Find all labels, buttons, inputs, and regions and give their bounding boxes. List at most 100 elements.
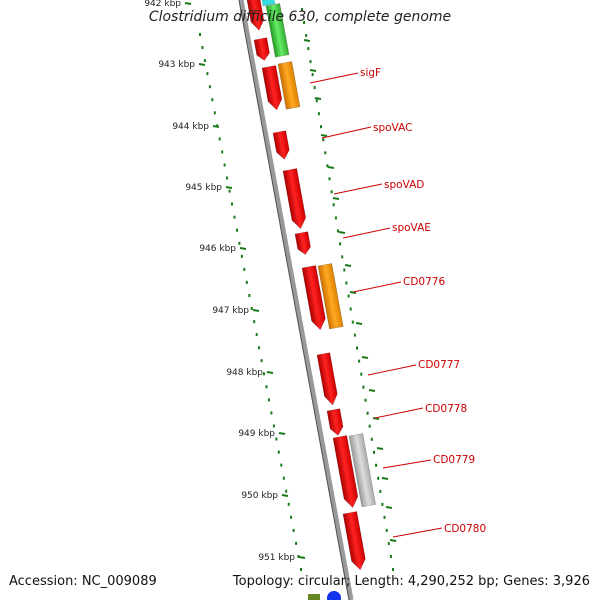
- cds-feature-spoVAD[interactable]: [282, 168, 308, 230]
- ruler-dot-outer: [351, 320, 354, 324]
- cds-feature-olive[interactable]: [308, 594, 320, 600]
- ruler-dot-inner: [203, 59, 206, 63]
- ruler-dot-inner: [275, 437, 278, 441]
- ruler-dot-inner: [245, 280, 248, 284]
- ruler-dot-inner: [231, 202, 233, 206]
- cds-feature-CD0778[interactable]: [326, 408, 344, 437]
- gene-label-lines: [309, 72, 443, 538]
- ruler-label: 949 kbp: [238, 429, 275, 439]
- ruler-tick-outer: [349, 291, 357, 294]
- cds-feature-orange[interactable]: [317, 263, 344, 330]
- gene-label-connector: [382, 459, 432, 469]
- ruler-tick: [212, 125, 220, 128]
- cds-feature-orange[interactable]: [277, 61, 301, 110]
- ruler-dot-outer: [343, 268, 346, 272]
- ruler-tick: [298, 556, 306, 559]
- cds-feature-spoVAC[interactable]: [272, 130, 291, 161]
- ruler-dot-outer: [315, 99, 318, 103]
- ruler-dot-outer: [389, 555, 392, 558]
- gene-label-spoVAD[interactable]: spoVAD: [384, 179, 424, 191]
- ruler-dot-outer: [337, 229, 339, 233]
- gene-label-connector: [374, 407, 424, 419]
- ruler-dot-inner: [263, 372, 265, 376]
- cds-feature[interactable]: [246, 0, 266, 31]
- ruler-dot-inner: [208, 85, 211, 89]
- ruler-dot-inner: [221, 150, 224, 154]
- cds-feature-green[interactable]: [265, 3, 290, 58]
- cds-feature-gray[interactable]: [348, 433, 376, 508]
- cds-feature-CD0779[interactable]: [332, 435, 360, 509]
- cds-feature-CD0780[interactable]: [342, 511, 367, 571]
- ruler-dot-inner: [253, 320, 256, 324]
- gene-label-connector: [321, 126, 372, 139]
- ruler-dot-outer: [301, 8, 303, 11]
- cds-feature-blue[interactable]: [327, 591, 341, 600]
- ruler-dot-outer: [317, 112, 320, 116]
- ruler-dot-inner: [277, 450, 280, 454]
- ruler-label: 946 kbp: [199, 244, 236, 254]
- ruler-dot-inner: [270, 411, 273, 415]
- ruler-label: 947 kbp: [212, 306, 249, 316]
- gene-label-connector: [367, 364, 417, 376]
- ruler-label: 942 kbp: [144, 0, 181, 9]
- gene-label-CD0780[interactable]: CD0780: [444, 523, 486, 535]
- ruler-label: 945 kbp: [185, 183, 222, 193]
- ruler-dot-outer: [356, 346, 358, 350]
- ruler-dot-outer: [387, 542, 390, 545]
- gene-label-sigF[interactable]: sigF: [360, 67, 381, 79]
- ruler-dot-outer: [366, 411, 369, 415]
- cds-feature-CD0777[interactable]: [316, 352, 339, 406]
- ruler-tick-outer: [389, 539, 397, 542]
- ruler-dot-inner: [243, 267, 246, 271]
- topology-text: Topology: circular; Length: 4,290,252 bp…: [232, 574, 590, 589]
- ruler-dot-outer: [392, 568, 394, 571]
- ruler-dot-outer: [309, 60, 312, 64]
- gene-label-spoVAE[interactable]: spoVAE: [392, 222, 431, 234]
- ruler-dot-inner: [201, 46, 204, 49]
- ruler-dot-outer: [385, 528, 388, 532]
- ruler-dot-outer: [303, 21, 306, 24]
- ruler-label: 951 kbp: [258, 553, 295, 563]
- ruler-dot-outer: [311, 73, 314, 77]
- gene-label-connector: [392, 527, 443, 538]
- ruler-dot-outer: [307, 47, 310, 51]
- ruler-dot-inner: [258, 346, 261, 350]
- cds-feature-cyan[interactable]: [261, 0, 276, 7]
- ruler-dot-outer: [341, 255, 344, 259]
- cds-feature[interactable]: [253, 37, 271, 62]
- ruler-tick: [252, 309, 260, 312]
- ruler-dot-inner: [223, 163, 226, 167]
- ruler-tick: [278, 432, 286, 435]
- ruler-dot-outer: [375, 463, 378, 467]
- gene-label-CD0779[interactable]: CD0779: [433, 454, 475, 466]
- ruler-dot-outer: [339, 242, 342, 246]
- gene-labels: sigF spoVAC spoVAD spoVAE CD0776 CD0777 …: [360, 67, 486, 535]
- ruler-dot-inner: [295, 541, 298, 545]
- gene-label-CD0777[interactable]: CD0777: [418, 359, 460, 371]
- ruler-dot-inner: [297, 555, 300, 558]
- gene-label-CD0776[interactable]: CD0776: [403, 276, 445, 288]
- ruler-labels: 942 kbp 943 kbp 944 kbp 945 kbp 946 kbp 947 k…: [144, 0, 295, 563]
- ruler-dot-inner: [287, 502, 290, 506]
- ruler-tick-outer: [303, 39, 311, 42]
- ruler-tick-outer: [355, 322, 363, 325]
- ruler-tick-outer: [376, 447, 384, 450]
- ruler-tick-outer: [332, 197, 340, 200]
- ruler-dot-inner: [213, 111, 216, 115]
- ruler-dot-inner: [238, 241, 241, 245]
- ruler-dot-inner: [292, 528, 295, 532]
- ruler-dot-outer: [324, 151, 327, 155]
- ruler-dot-outer: [345, 281, 348, 285]
- cds-feature-sigF[interactable]: [261, 65, 284, 111]
- ruler-tick: [266, 371, 274, 374]
- gene-label-spoVAC[interactable]: spoVAC: [373, 122, 412, 134]
- gene-label-connector: [342, 227, 391, 239]
- ruler-dot-inner: [285, 489, 288, 493]
- ruler-dot-inner: [272, 424, 275, 428]
- ruler-dot-inner: [250, 307, 253, 310]
- cds-feature-spoVAE[interactable]: [294, 231, 312, 256]
- gene-label-CD0778[interactable]: CD0778: [425, 403, 467, 415]
- cds-feature-CD0776[interactable]: [301, 265, 327, 331]
- ruler-tick-outer: [309, 69, 317, 72]
- ruler-ticks: [184, 2, 397, 559]
